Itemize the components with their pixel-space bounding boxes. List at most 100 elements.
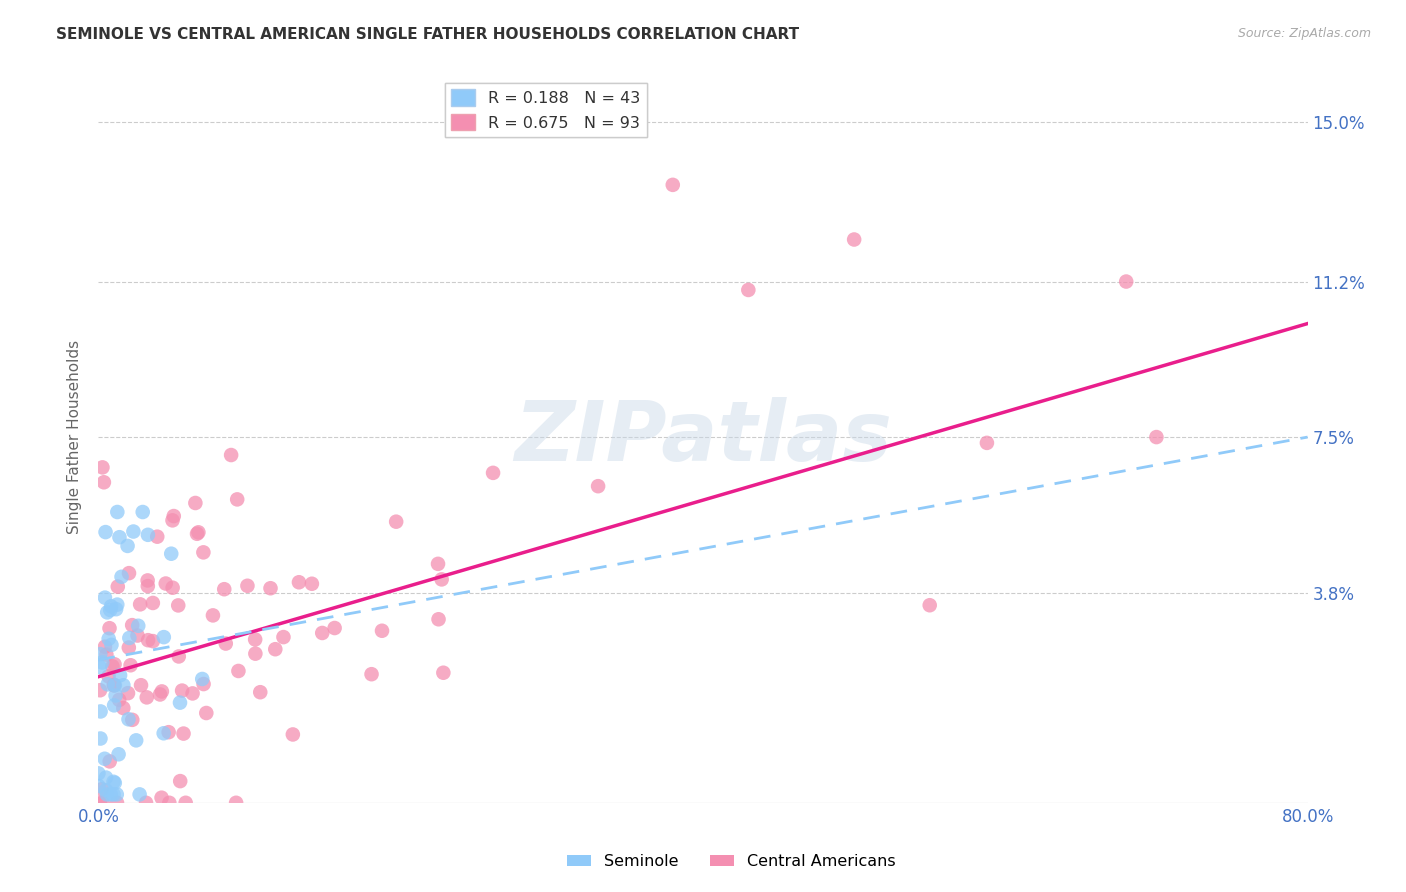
Point [98, 621, 121, 635]
Point [427, 557, 450, 571]
Point [323, 621, 346, 635]
Point [103, 678, 125, 692]
Point [127, 628, 149, 642]
Point [103, 678, 125, 692]
Point [104, 689, 127, 703]
Point [103, 774, 125, 789]
Point [100, 638, 122, 652]
Point [87, 779, 110, 793]
Point [104, 678, 127, 692]
Point [103, 788, 125, 802]
Point [93, 475, 115, 490]
Point [91, 796, 114, 810]
Point [193, 677, 215, 691]
Point [100, 788, 122, 802]
Point [228, 664, 250, 678]
Point [136, 633, 159, 648]
Point [112, 701, 135, 715]
Point [91, 460, 114, 475]
Point [264, 642, 287, 657]
Point [90, 705, 112, 719]
Point [120, 658, 142, 673]
Point [249, 685, 271, 699]
Point [87, 766, 110, 780]
Point [167, 649, 190, 664]
Point [167, 599, 190, 613]
Point [360, 667, 382, 681]
Point [98, 755, 121, 769]
Point [136, 528, 159, 542]
Point [97, 677, 120, 691]
Text: ZIPatlas: ZIPatlas [515, 397, 891, 477]
Point [93, 752, 115, 766]
Point [97, 669, 120, 683]
Point [193, 545, 215, 559]
Point [108, 668, 131, 682]
Point [661, 178, 683, 192]
Point [150, 684, 173, 698]
Point [121, 713, 143, 727]
Point [104, 776, 127, 790]
Point [162, 581, 184, 595]
Point [1144, 430, 1167, 444]
Point [105, 788, 128, 802]
Point [94, 783, 117, 797]
Legend: R = 0.188   N = 43, R = 0.675   N = 93: R = 0.188 N = 43, R = 0.675 N = 93 [444, 83, 647, 136]
Point [187, 525, 209, 540]
Point [186, 526, 208, 541]
Point [174, 796, 197, 810]
Point [121, 618, 143, 632]
Point [737, 283, 759, 297]
Text: SEMINOLE VS CENTRAL AMERICAN SINGLE FATHER HOUSEHOLDS CORRELATION CHART: SEMINOLE VS CENTRAL AMERICAN SINGLE FATH… [56, 27, 800, 42]
Text: Source: ZipAtlas.com: Source: ZipAtlas.com [1237, 27, 1371, 40]
Point [163, 509, 186, 524]
Point [226, 492, 249, 507]
Point [125, 733, 148, 747]
Point [157, 796, 180, 810]
Point [146, 530, 169, 544]
Point [243, 632, 266, 647]
Point [107, 580, 129, 594]
Point [212, 582, 235, 597]
Point [169, 774, 191, 789]
Point [89, 731, 111, 746]
Point [94, 771, 117, 785]
Point [150, 790, 173, 805]
Point [482, 466, 505, 480]
Point [142, 634, 165, 648]
Point [172, 683, 194, 698]
Point [129, 678, 152, 692]
Point [844, 233, 866, 247]
Point [89, 660, 111, 674]
Point [91, 656, 114, 670]
Point [89, 796, 111, 810]
Point [184, 496, 207, 510]
Point [107, 747, 129, 762]
Point [118, 566, 141, 581]
Point [142, 596, 165, 610]
Point [127, 619, 149, 633]
Point [96, 606, 118, 620]
Point [181, 686, 204, 700]
Point [96, 788, 118, 802]
Point [129, 598, 152, 612]
Point [117, 712, 139, 726]
Point [1115, 275, 1137, 289]
Point [128, 788, 150, 802]
Point [105, 505, 128, 519]
Point [215, 636, 238, 650]
Point [273, 630, 295, 644]
Point [149, 688, 172, 702]
Point [117, 686, 139, 700]
Point [101, 659, 124, 673]
Point [311, 626, 333, 640]
Point [157, 725, 180, 739]
Point [371, 624, 394, 638]
Point [122, 524, 145, 539]
Point [201, 608, 224, 623]
Point [430, 573, 453, 587]
Point [136, 574, 159, 588]
Point [112, 678, 135, 692]
Point [586, 479, 609, 493]
Point [118, 640, 141, 655]
